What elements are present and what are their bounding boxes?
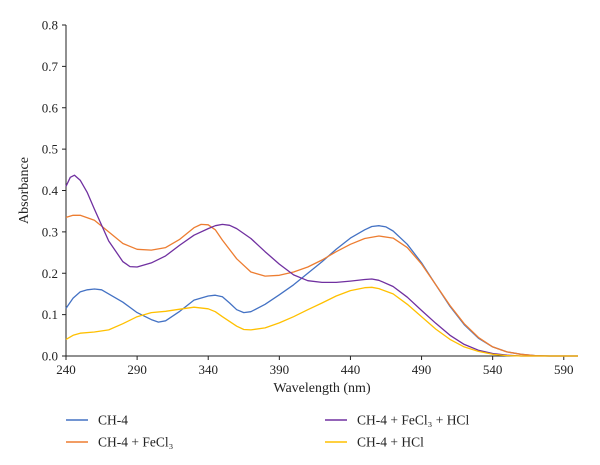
y-tick-label: 0.2 [42,266,58,281]
y-tick-label: 0.8 [42,18,58,33]
x-tick-label: 390 [270,362,290,377]
y-tick-label: 0.3 [42,224,58,239]
legend-label: CH-4 + FeCl₃ [98,435,174,450]
y-tick-label: 0.6 [42,100,59,115]
x-tick-label: 240 [56,362,76,377]
x-axis-title: Wavelength (nm) [273,381,371,396]
legend: CH-4 CH-4 + FeCl₃ + HCl CH-4 + FeCl₃ CH-4 +… [66,413,469,450]
series-line [65,225,578,357]
x-tick-label: 440 [341,362,361,377]
x-tick-label: 490 [412,362,432,377]
series-lines [65,174,578,357]
x-tick-label: 340 [198,362,218,377]
x-tick-label: 290 [127,362,147,377]
legend-label: CH-4 + FeCl₃ + HCl [357,413,469,428]
series-line [65,174,578,357]
y-tick-label: 0.4 [42,183,59,198]
series-line [65,214,578,357]
y-tick-label: 0.0 [42,349,58,364]
legend-label: CH-4 [98,413,128,428]
x-tick-label: 590 [554,362,574,377]
y-axis-title: Absorbance [17,157,32,224]
x-tick-label: 540 [483,362,503,377]
y-tick-label: 0.5 [42,142,58,157]
y-tick-label: 0.7 [42,59,59,74]
legend-label: CH-4 + HCl [357,435,424,450]
axes [65,25,578,357]
y-tick-label: 0.1 [42,307,58,322]
series-line [65,286,578,357]
ticks: 0.0 0.1 0.2 0.3 0.4 0.5 0.6 0.7 0.8 240 290 340 390 4… [42,18,574,378]
